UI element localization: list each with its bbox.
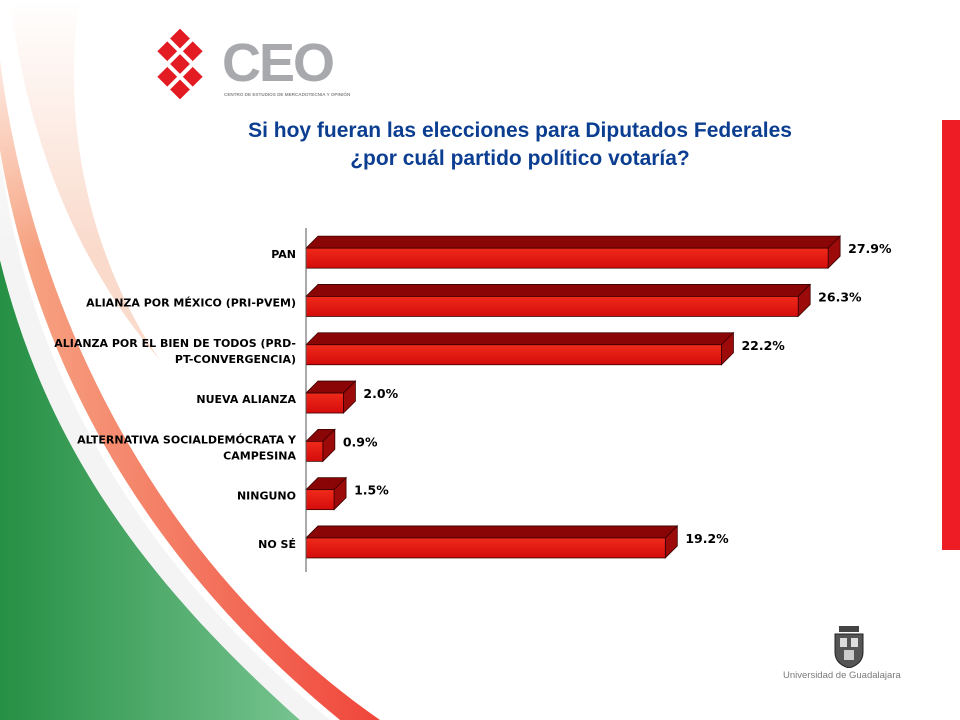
- bar-top-face: [305, 332, 735, 346]
- bar-front-face: [305, 296, 799, 317]
- university-crest-icon: [834, 626, 864, 668]
- title-line-1: Si hoy fueran las elecciones para Diputa…: [248, 119, 792, 142]
- logo-wordmark: CEO: [222, 33, 335, 93]
- bar-2: [305, 331, 735, 366]
- bar-top-face: [305, 235, 842, 249]
- value-label: 0.9%: [343, 434, 378, 449]
- accent-bar: [942, 120, 960, 550]
- value-label: 22.2%: [741, 338, 785, 353]
- title-line-2: ¿por cuál partido político votaría?: [350, 147, 690, 170]
- bar-front-face: [305, 537, 666, 559]
- diamond-grid-logo-icon: [154, 25, 206, 103]
- category-label: ALIANZA POR MÉXICO (PRI-PVEM): [86, 296, 296, 309]
- value-label: 19.2%: [685, 531, 729, 546]
- bar-front-face: [305, 392, 344, 414]
- bar-front-face: [305, 247, 829, 269]
- category-label: NO SÉ: [258, 538, 296, 551]
- ceo-logo: CEO CENTRO DE ESTUDIOS DE MERCADOTECNIA …: [140, 24, 370, 104]
- category-label: NINGUNO: [237, 490, 296, 503]
- category-label: PT-CONVERGENCIA): [175, 353, 296, 366]
- bar-3: [305, 380, 357, 415]
- bar-1: [305, 283, 812, 318]
- university-name: Universidad de Guadalajara: [783, 670, 901, 681]
- bar-4: [305, 428, 336, 463]
- value-label: 26.3%: [818, 289, 862, 304]
- value-label: 27.9%: [848, 241, 892, 256]
- university-logo: Universidad de Guadalajara: [783, 624, 923, 684]
- bar-top-face: [305, 525, 679, 539]
- category-label: ALTERNATIVA SOCIALDEMÓCRATA Y: [77, 433, 297, 446]
- bar-front-face: [305, 344, 722, 366]
- category-label: CAMPESINA: [223, 449, 296, 462]
- category-label: NUEVA ALIANZA: [196, 393, 296, 406]
- bar-0: [305, 235, 842, 270]
- bar-front-face: [305, 440, 324, 462]
- bar-front-face: [305, 489, 335, 511]
- value-label: 1.5%: [354, 483, 389, 498]
- bar-5: [305, 476, 348, 511]
- value-label: 2.0%: [363, 386, 398, 401]
- bar-top-face: [305, 284, 812, 297]
- bar-6: [305, 524, 679, 559]
- page-title: Si hoy fueran las elecciones para Diputa…: [140, 117, 900, 173]
- category-label: PAN: [271, 248, 296, 261]
- category-label: ALIANZA POR EL BIEN DE TODOS (PRD-: [54, 337, 296, 350]
- logo-subtitle: CENTRO DE ESTUDIOS DE MERCADOTECNIA Y OP…: [224, 92, 351, 97]
